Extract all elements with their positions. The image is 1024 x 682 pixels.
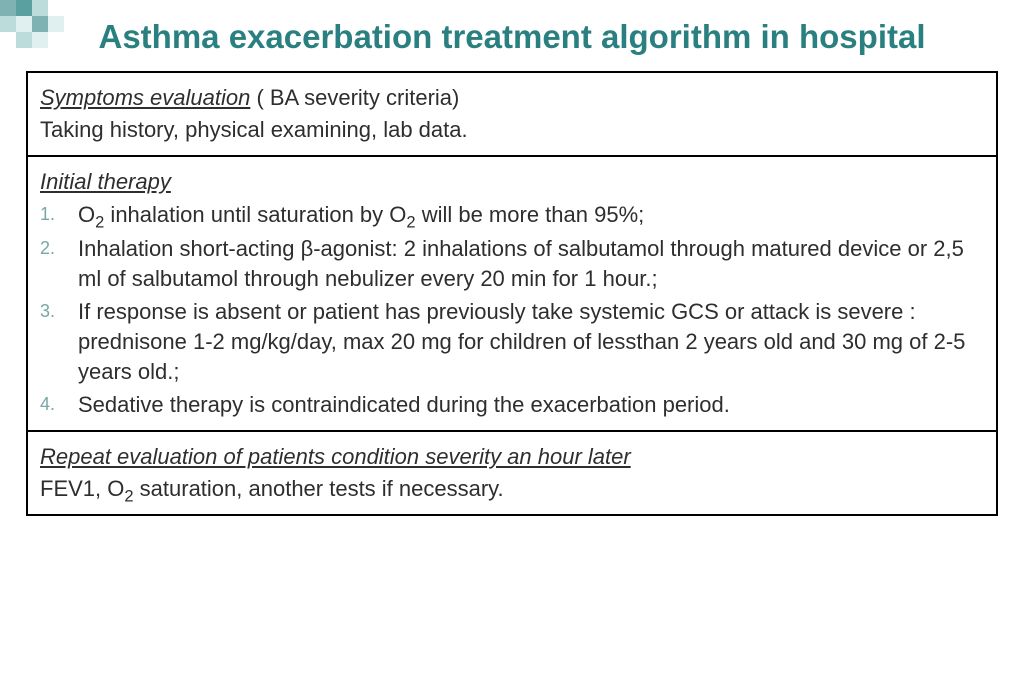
list-item-text: Inhalation short-acting β-agonist: 2 inh… (78, 236, 964, 291)
corner-decoration (0, 0, 80, 60)
section-repeat-heading: Repeat evaluation of patients condition … (40, 444, 631, 469)
decor-square (16, 32, 32, 48)
section-symptoms-heading: Symptoms evaluation (40, 85, 250, 110)
decor-square (32, 16, 48, 32)
list-item-text: If response is absent or patient has pre… (78, 299, 965, 383)
list-item: 2. Inhalation short-acting β-agonist: 2 i… (40, 234, 984, 293)
decor-square (16, 16, 32, 32)
list-item: 3. If response is absent or patient has p… (40, 297, 984, 386)
decor-square (0, 0, 16, 16)
slide: Asthma exacerbation treatment algorithm … (0, 0, 1024, 682)
decor-square (0, 16, 16, 32)
list-item: 1. O2 inhalation until saturation by O2 w… (40, 200, 984, 230)
decor-square (32, 32, 48, 48)
section-repeat-body: FEV1, O2 saturation, another tests if ne… (40, 474, 984, 504)
list-number: 1. (40, 202, 70, 226)
list-number: 2. (40, 236, 70, 260)
list-number: 3. (40, 299, 70, 323)
therapy-list: 1. O2 inhalation until saturation by O2 w… (40, 200, 984, 420)
decor-square (32, 0, 48, 16)
section-symptoms: Symptoms evaluation ( BA severity criter… (28, 73, 996, 156)
section-symptoms-heading-suffix: ( BA severity criteria) (250, 85, 459, 110)
list-item-text: O2 inhalation until saturation by O2 wil… (78, 202, 644, 227)
decor-square (16, 0, 32, 16)
section-repeat-evaluation: Repeat evaluation of patients condition … (28, 432, 996, 515)
section-initial-therapy-heading: Initial therapy (40, 169, 171, 194)
section-initial-therapy: Initial therapy 1. O2 inhalation until sa… (28, 157, 996, 433)
list-item: 4. Sedative therapy is contraindicated du… (40, 390, 984, 420)
section-symptoms-body: Taking history, physical examining, lab … (40, 115, 984, 145)
content-table: Symptoms evaluation ( BA severity criter… (26, 71, 998, 515)
slide-title: Asthma exacerbation treatment algorithm … (0, 0, 1024, 67)
decor-square (48, 16, 64, 32)
list-number: 4. (40, 392, 70, 416)
list-item-text: Sedative therapy is contraindicated duri… (78, 392, 730, 417)
section-symptoms-heading-line: Symptoms evaluation ( BA severity criter… (40, 83, 984, 113)
